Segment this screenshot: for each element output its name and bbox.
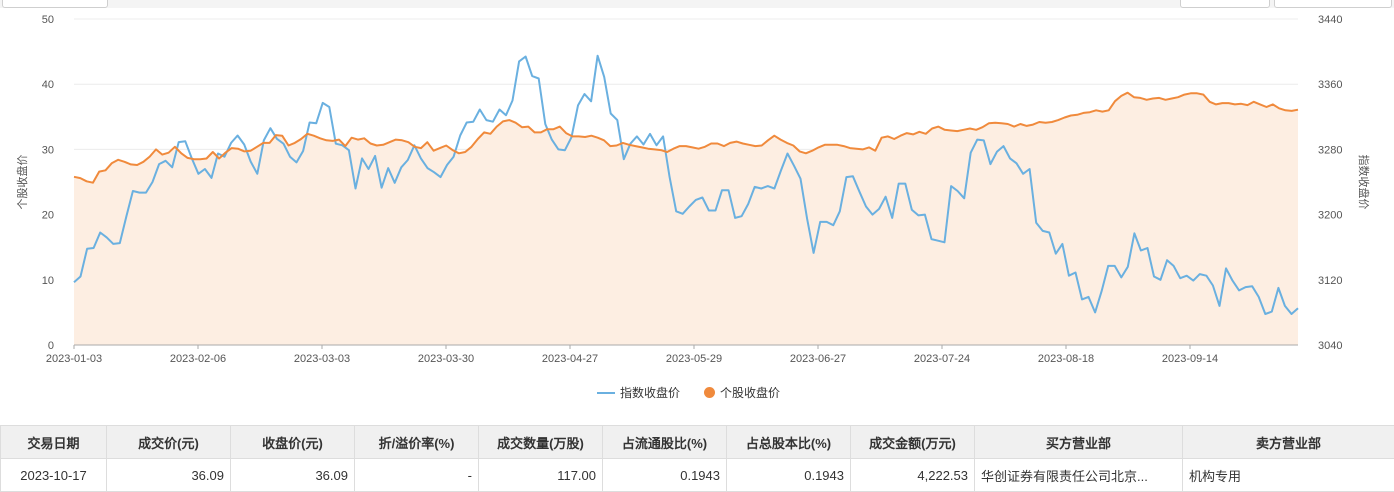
cell-trade-date: 2023-10-17: [1, 459, 107, 492]
cell-close-price: 36.09: [231, 459, 355, 492]
legend-item-index[interactable]: 指数收盘价: [597, 384, 680, 401]
cell-seller: 机构专用: [1183, 459, 1394, 492]
legend-label-index: 指数收盘价: [620, 384, 680, 401]
header-buyer[interactable]: 买方营业部: [975, 426, 1183, 459]
cell-trade-price: 36.09: [107, 459, 231, 492]
left-tick-label: 40: [42, 79, 54, 91]
cell-buyer: 华创证券有限责任公司北京...: [975, 459, 1183, 492]
x-tick-label: 2023-03-03: [294, 353, 350, 365]
price-comparison-chart: 01020304050304031203200328033603440个股收盘价…: [0, 0, 1394, 380]
cell-total-ratio: 0.1943: [727, 459, 851, 492]
left-tick-label: 30: [42, 144, 54, 156]
chart-legend: 指数收盘价 个股收盘价: [0, 384, 1394, 404]
header-total-ratio[interactable]: 占总股本比(%): [727, 426, 851, 459]
left-tick-label: 50: [42, 14, 54, 26]
header-close-price[interactable]: 收盘价(元): [231, 426, 355, 459]
table-header-row: 交易日期 成交价(元) 收盘价(元) 折/溢价率(%) 成交数量(万股) 占流通…: [1, 426, 1394, 459]
block-trade-table: 交易日期 成交价(元) 收盘价(元) 折/溢价率(%) 成交数量(万股) 占流通…: [0, 425, 1394, 492]
right-tick-label: 3200: [1318, 210, 1342, 222]
stock-area-fill: [74, 93, 1298, 345]
x-tick-label: 2023-06-27: [790, 353, 846, 365]
x-tick-label: 2023-08-18: [1038, 353, 1094, 365]
header-volume[interactable]: 成交数量(万股): [479, 426, 603, 459]
left-tick-label: 10: [42, 275, 54, 287]
cell-amount: 4,222.53: [851, 459, 975, 492]
x-tick-label: 2023-01-03: [46, 353, 102, 365]
cell-volume: 117.00: [479, 459, 603, 492]
x-tick-label: 2023-09-14: [1162, 353, 1218, 365]
header-float-ratio[interactable]: 占流通股比(%): [603, 426, 727, 459]
right-tick-label: 3120: [1318, 275, 1342, 287]
left-axis-title: 个股收盘价: [15, 155, 29, 210]
legend-item-stock[interactable]: 个股收盘价: [704, 384, 780, 401]
x-tick-label: 2023-04-27: [542, 353, 598, 365]
cell-premium-rate: -: [355, 459, 479, 492]
right-tick-label: 3280: [1318, 144, 1342, 156]
legend-label-stock: 个股收盘价: [720, 384, 780, 401]
x-tick-label: 2023-05-29: [666, 353, 722, 365]
right-tick-label: 3440: [1318, 14, 1342, 26]
header-premium-rate[interactable]: 折/溢价率(%): [355, 426, 479, 459]
legend-swatch-index: [597, 392, 615, 394]
right-tick-label: 3040: [1318, 340, 1342, 352]
cell-float-ratio: 0.1943: [603, 459, 727, 492]
right-tick-label: 3360: [1318, 79, 1342, 91]
header-amount[interactable]: 成交金额(万元): [851, 426, 975, 459]
x-tick-label: 2023-02-06: [170, 353, 226, 365]
left-tick-label: 0: [48, 340, 54, 352]
table-row: 2023-10-17 36.09 36.09 - 117.00 0.1943 0…: [1, 459, 1394, 492]
legend-swatch-stock: [704, 387, 715, 398]
header-trade-price[interactable]: 成交价(元): [107, 426, 231, 459]
header-seller[interactable]: 卖方营业部: [1183, 426, 1394, 459]
right-axis-title: 指数收盘价: [1357, 155, 1371, 210]
x-tick-label: 2023-03-30: [418, 353, 474, 365]
header-trade-date[interactable]: 交易日期: [1, 426, 107, 459]
x-tick-label: 2023-07-24: [914, 353, 970, 365]
left-tick-label: 20: [42, 210, 54, 222]
